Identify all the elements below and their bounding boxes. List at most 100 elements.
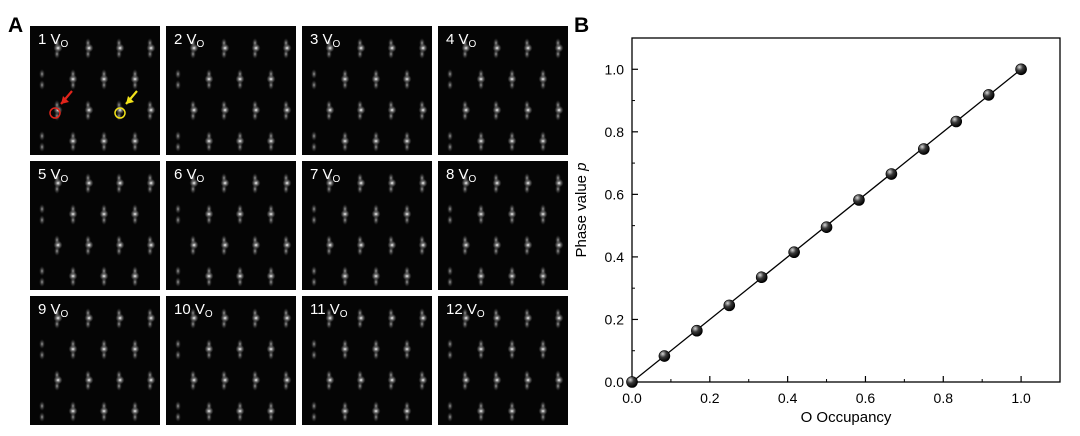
atom-column-dim <box>237 277 243 287</box>
stem-lattice-image <box>447 173 564 287</box>
atom-column-dim <box>509 80 515 90</box>
atom-column-dim <box>237 69 243 79</box>
atom-column-dim <box>357 370 363 380</box>
atom-column-dim <box>237 142 243 152</box>
vacancy-count-label: 1 VO <box>38 31 68 50</box>
data-point <box>658 350 671 362</box>
atom-column-dim <box>268 266 274 276</box>
atom-column-dim <box>326 381 332 391</box>
vacancy-symbol: V <box>194 301 205 318</box>
atom-column-dim <box>478 204 484 214</box>
vacancy-number: 3 <box>310 31 319 48</box>
marker-circle <box>49 107 61 119</box>
stem-lattice-image <box>175 38 292 152</box>
atom-column-dim <box>252 319 258 329</box>
atom-column-dim <box>175 69 181 79</box>
vacancy-count-label: 3 VO <box>310 31 340 50</box>
atom-column-dim <box>478 401 484 411</box>
atom-column-dim <box>175 80 181 90</box>
atom-column-dim <box>404 350 410 360</box>
atom-column-dim <box>404 401 410 411</box>
x-tick-label: 1.0 <box>1011 390 1031 406</box>
atom-column-dim <box>357 173 363 183</box>
atom-column-dim <box>524 319 530 329</box>
vacancy-number: 12 <box>446 301 463 318</box>
vacancy-number: 11 <box>310 301 326 318</box>
atom-column-dim <box>326 319 332 329</box>
vacancy-symbol: V <box>458 31 469 48</box>
atom-column-dim <box>493 100 499 110</box>
atom-column-dim <box>540 204 546 214</box>
atom-column-dim <box>70 277 76 287</box>
atom-column-dim <box>70 401 76 411</box>
atom-column-dim <box>524 381 530 391</box>
atom-column-dim <box>221 370 227 380</box>
atom-column-dim <box>342 401 348 411</box>
atom-column-dim <box>190 246 196 256</box>
x-tick-label: 0.0 <box>622 390 642 406</box>
atom-column-dim <box>147 381 153 391</box>
stem-tile: 6 VO <box>166 161 296 290</box>
vacancy-subscript: O <box>332 39 341 50</box>
atom-column-dim <box>54 49 60 59</box>
x-axis-label: O Occupancy <box>801 409 892 426</box>
atom-column-dim <box>54 184 60 194</box>
stem-lattice-image <box>175 173 292 287</box>
atom-column-dim <box>419 184 425 194</box>
atom-column-dim <box>237 204 243 214</box>
atom-column-dim <box>311 142 317 152</box>
atom-column-dim <box>342 69 348 79</box>
atom-column-dim <box>540 131 546 141</box>
atom-column-dim <box>447 412 453 422</box>
atom-column-dim <box>221 49 227 59</box>
atom-column-dim <box>342 339 348 349</box>
atom-column-dim <box>540 142 546 152</box>
vacancy-number: 4 <box>446 31 455 48</box>
atom-column-dim <box>388 111 394 121</box>
atom-column-dim <box>70 339 76 349</box>
stem-lattice-image <box>175 308 292 422</box>
atom-column-dim <box>237 412 243 422</box>
atom-column-dim <box>206 266 212 276</box>
atom-column-dim <box>206 142 212 152</box>
atom-column-dim <box>252 184 258 194</box>
vacancy-count-label: 9 VO <box>38 301 68 320</box>
x-tick-label: 0.2 <box>700 390 720 406</box>
atom-column-dim <box>524 173 530 183</box>
panel-a-label: A <box>8 14 24 37</box>
atom-column-dim <box>404 69 410 79</box>
atom-column-dim <box>447 69 453 79</box>
atom-column-dim <box>342 131 348 141</box>
vacancy-symbol: V <box>466 301 477 318</box>
vacancy-symbol: V <box>186 31 197 48</box>
atom-column-dim <box>419 235 425 245</box>
atom-column-dim <box>311 277 317 287</box>
atom-column-dim <box>555 111 561 121</box>
atom-column-dim <box>283 319 289 329</box>
atom-column-dim <box>206 401 212 411</box>
atom-column-dim <box>462 49 468 59</box>
atom-column-dim <box>190 319 196 329</box>
vacancy-count-label: 10 VO <box>174 301 213 320</box>
data-point <box>788 246 800 259</box>
atom-column-dim <box>116 235 122 245</box>
atom-column-dim <box>175 131 181 141</box>
atom-column-dim <box>447 266 453 276</box>
vacancy-number: 10 <box>174 301 191 318</box>
atom-column-dim <box>357 235 363 245</box>
data-point <box>853 194 865 206</box>
atom-column-dim <box>493 319 499 329</box>
y-axis-label-main: Phase value <box>573 171 590 258</box>
stem-lattice-image <box>447 38 564 152</box>
atom-column-dim <box>268 131 274 141</box>
atom-column-dim <box>70 131 76 141</box>
atom-column-dim <box>342 80 348 90</box>
atom-column-dim <box>509 69 515 79</box>
vacancy-subscript: O <box>60 174 69 185</box>
atom-column-dim <box>39 215 45 225</box>
atom-column-dim <box>404 131 410 141</box>
atom-column-dim <box>283 246 289 256</box>
atom-column-dim <box>70 412 76 422</box>
atom-column-dim <box>524 111 530 121</box>
atom-column-dim <box>132 350 138 360</box>
